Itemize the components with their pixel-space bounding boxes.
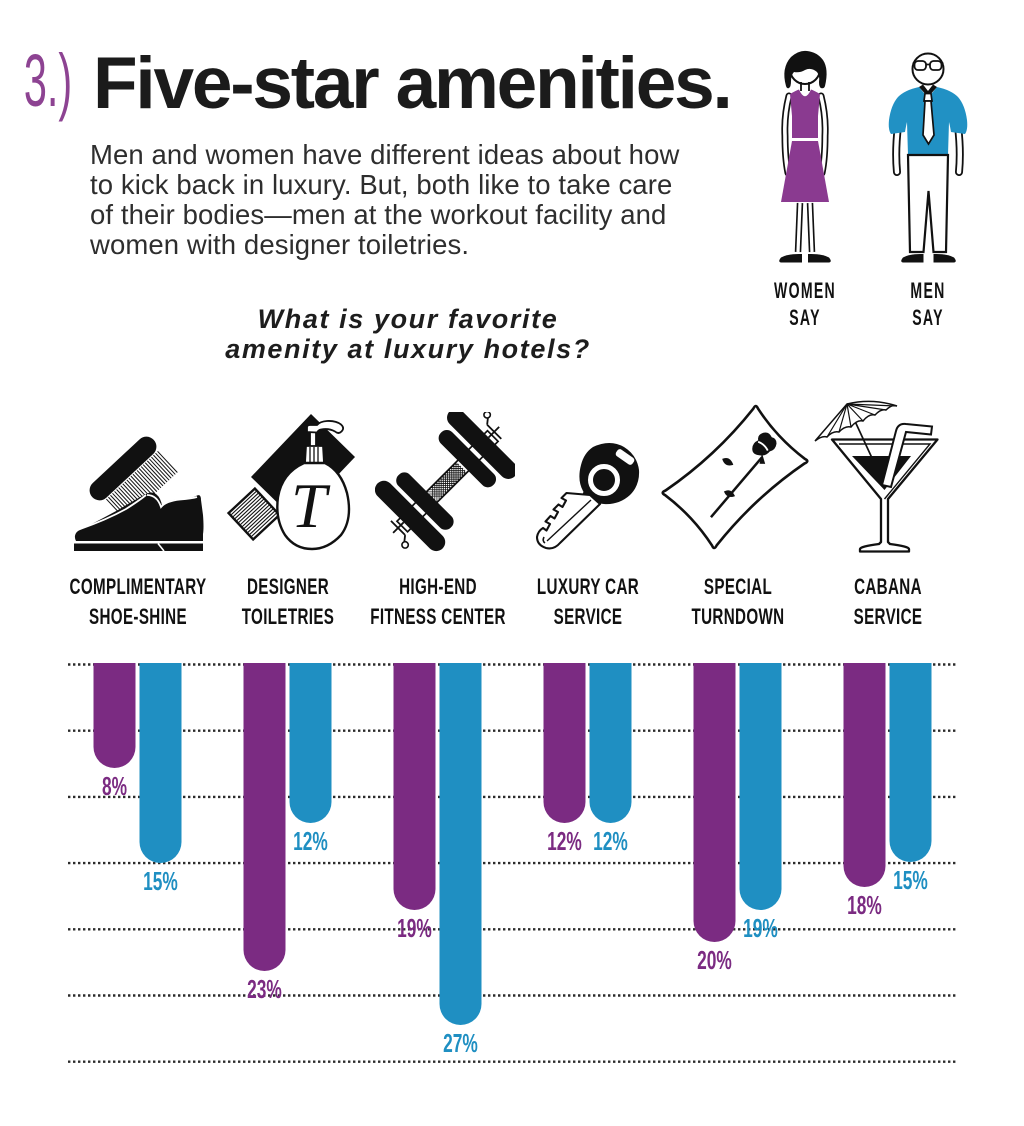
svg-text:8%: 8% xyxy=(102,772,127,801)
svg-text:12%: 12% xyxy=(593,827,628,856)
svg-text:T: T xyxy=(291,470,331,541)
svg-text:27%: 27% xyxy=(443,1029,478,1058)
svg-text:19%: 19% xyxy=(397,914,432,943)
svg-text:12%: 12% xyxy=(547,827,582,856)
svg-text:19%: 19% xyxy=(743,914,778,943)
svg-text:20%: 20% xyxy=(697,946,732,975)
svg-text:15%: 15% xyxy=(893,866,928,895)
svg-text:23%: 23% xyxy=(247,975,282,1004)
svg-text:18%: 18% xyxy=(847,891,882,920)
svg-text:15%: 15% xyxy=(143,867,178,896)
svg-text:12%: 12% xyxy=(293,827,328,856)
